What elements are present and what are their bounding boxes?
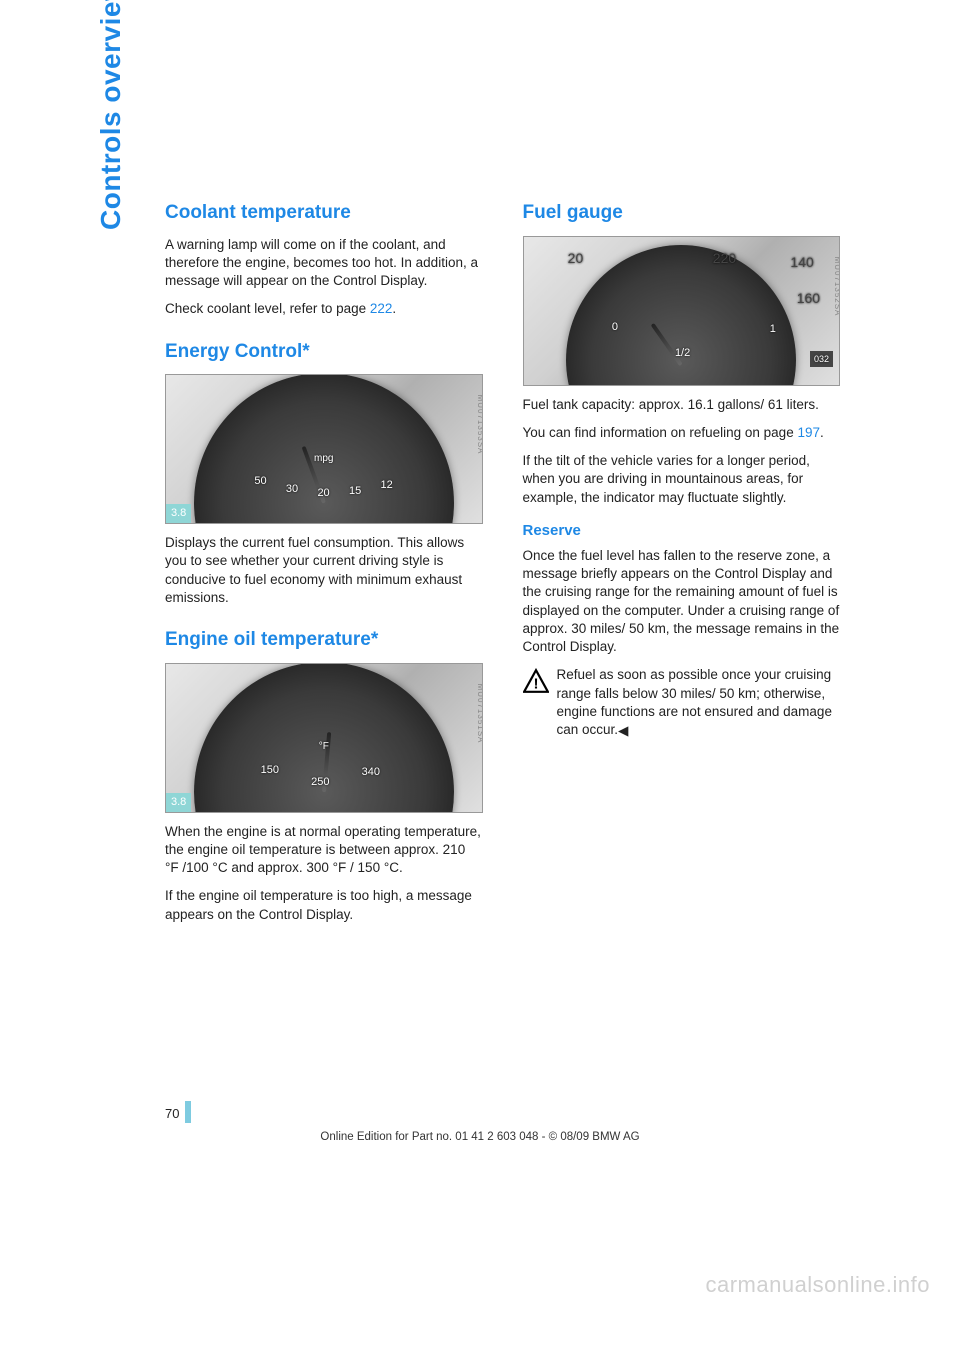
odometer: 032 xyxy=(810,351,833,367)
page-number: 70 xyxy=(165,1106,185,1123)
fuel-p2a: You can find information on refueling on… xyxy=(523,425,798,440)
speedo-tick: 20 xyxy=(568,249,584,268)
gauge-corner: 3.8 xyxy=(166,504,191,523)
fuel-p2b: . xyxy=(820,425,824,440)
heading-reserve: Reserve xyxy=(523,521,841,541)
page-number-bar xyxy=(185,1101,191,1123)
coolant-p2: Check coolant level, refer to page 222. xyxy=(165,300,483,318)
gauge-side-code: MU071352SA xyxy=(832,256,840,316)
heading-fuel-gauge: Fuel gauge xyxy=(523,200,841,226)
energy-control-gauge-image: mpg 50 30 20 15 12 3.8 MU071353SA xyxy=(165,374,483,524)
reserve-warning-text: Refuel as soon as possible once your cru… xyxy=(557,666,841,740)
heading-energy-control: Energy Control* xyxy=(165,339,483,365)
gauge-corner: 3.8 xyxy=(166,793,191,812)
gauge-tick: 20 xyxy=(317,486,329,501)
fuel-tick: 1 xyxy=(770,322,776,337)
gauge-tick: 15 xyxy=(349,484,361,499)
content-columns: Coolant temperature A warning lamp will … xyxy=(0,200,960,934)
page-number-block: 70 xyxy=(165,1101,191,1123)
fuel-p1: Fuel tank capacity: approx. 16.1 gallons… xyxy=(523,396,841,414)
heading-oil-temp: Engine oil temperature* xyxy=(165,627,483,653)
left-column: Coolant temperature A warning lamp will … xyxy=(165,200,483,934)
gauge-tick: 340 xyxy=(362,765,380,780)
gauge-unit: mpg xyxy=(314,452,333,466)
gauge-tick: 250 xyxy=(311,775,329,790)
speedo-tick: 220 xyxy=(713,249,736,268)
watermark: carmanualsonline.info xyxy=(705,1272,930,1298)
fuel-p3: If the tilt of the vehicle varies for a … xyxy=(523,452,841,507)
fuel-tick: 1/2 xyxy=(675,346,690,361)
gauge-tick: 150 xyxy=(261,763,279,778)
coolant-p2b: . xyxy=(392,301,396,316)
heading-coolant: Coolant temperature xyxy=(165,200,483,226)
fuel-p2: You can find information on refueling on… xyxy=(523,424,841,442)
coolant-p1: A warning lamp will come on if the coola… xyxy=(165,236,483,291)
svg-text:!: ! xyxy=(533,676,538,693)
page: Controls overview Coolant temperature A … xyxy=(0,0,960,1358)
reserve-warn-span: Refuel as soon as possible once your cru… xyxy=(557,667,832,737)
footer-text: Online Edition for Part no. 01 41 2 603 … xyxy=(0,1131,960,1143)
pageref-222[interactable]: 222 xyxy=(370,301,393,316)
reserve-p1: Once the fuel level has fallen to the re… xyxy=(523,547,841,656)
pageref-197[interactable]: 197 xyxy=(797,425,820,440)
warning-icon: ! xyxy=(523,668,549,694)
reserve-warning: ! Refuel as soon as possible once your c… xyxy=(523,666,841,740)
gauge-side-code: MU071351SA xyxy=(474,683,482,743)
right-column: Fuel gauge 20 220 140 160 0 1/2 1 032 MU… xyxy=(523,200,841,934)
fuel-gauge-image: 20 220 140 160 0 1/2 1 032 MU071352SA xyxy=(523,236,841,386)
oil-p1: When the engine is at normal operating t… xyxy=(165,823,483,878)
oil-p2: If the engine oil temperature is too hig… xyxy=(165,887,483,923)
section-side-label: Controls overview xyxy=(95,0,127,230)
gauge-unit: °F xyxy=(319,740,329,754)
oil-temp-gauge-image: °F 150 250 340 3.8 MU071351SA xyxy=(165,663,483,813)
speedo-tick: 140 xyxy=(790,253,813,272)
fuel-tick: 0 xyxy=(612,320,618,335)
gauge-tick: 30 xyxy=(286,482,298,497)
gauge-tick: 12 xyxy=(381,478,393,493)
speedo-tick: 160 xyxy=(797,289,820,308)
gauge-side-code: MU071353SA xyxy=(474,395,482,455)
energy-p1: Displays the current fuel consumption. T… xyxy=(165,534,483,607)
coolant-p2a: Check coolant level, refer to page xyxy=(165,301,370,316)
gauge-tick: 50 xyxy=(254,474,266,489)
end-mark-icon: ▶ xyxy=(618,722,628,740)
